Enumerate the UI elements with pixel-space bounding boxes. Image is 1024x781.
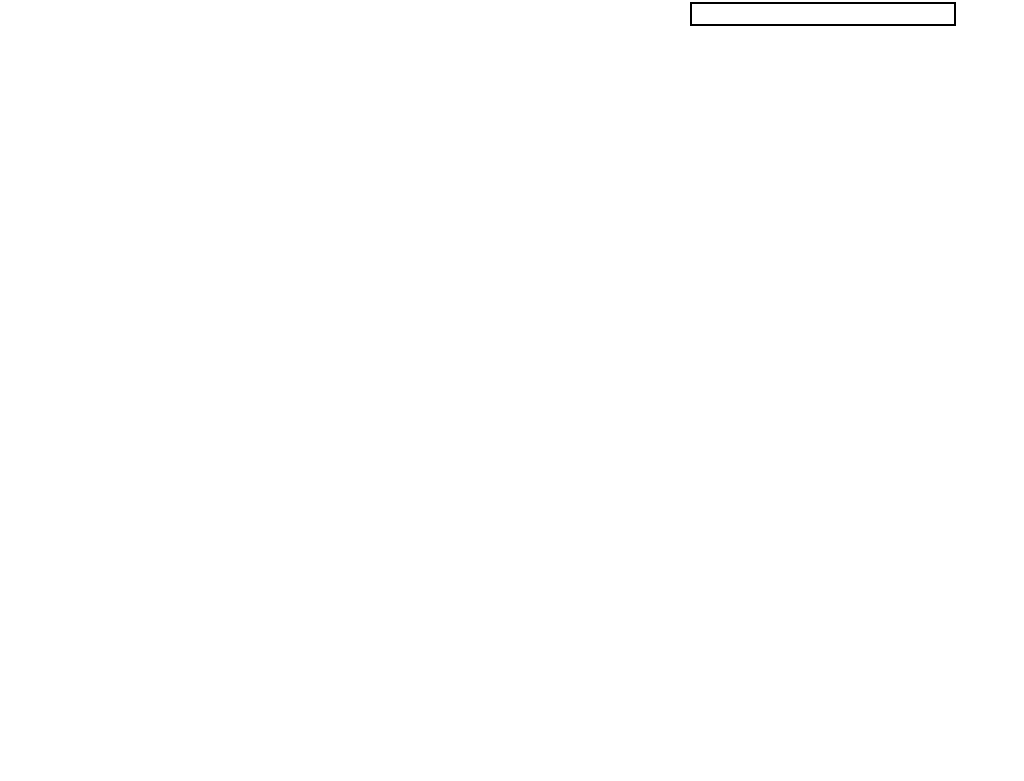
p-axis-title <box>26 520 76 634</box>
bottom-annotations <box>55 684 72 781</box>
chart-title-box <box>690 2 956 26</box>
npsh-axis-title <box>962 519 1018 633</box>
top-annotations-right <box>437 424 454 603</box>
eta-axis-title <box>966 3 1016 117</box>
h-axis-title <box>72 3 112 117</box>
